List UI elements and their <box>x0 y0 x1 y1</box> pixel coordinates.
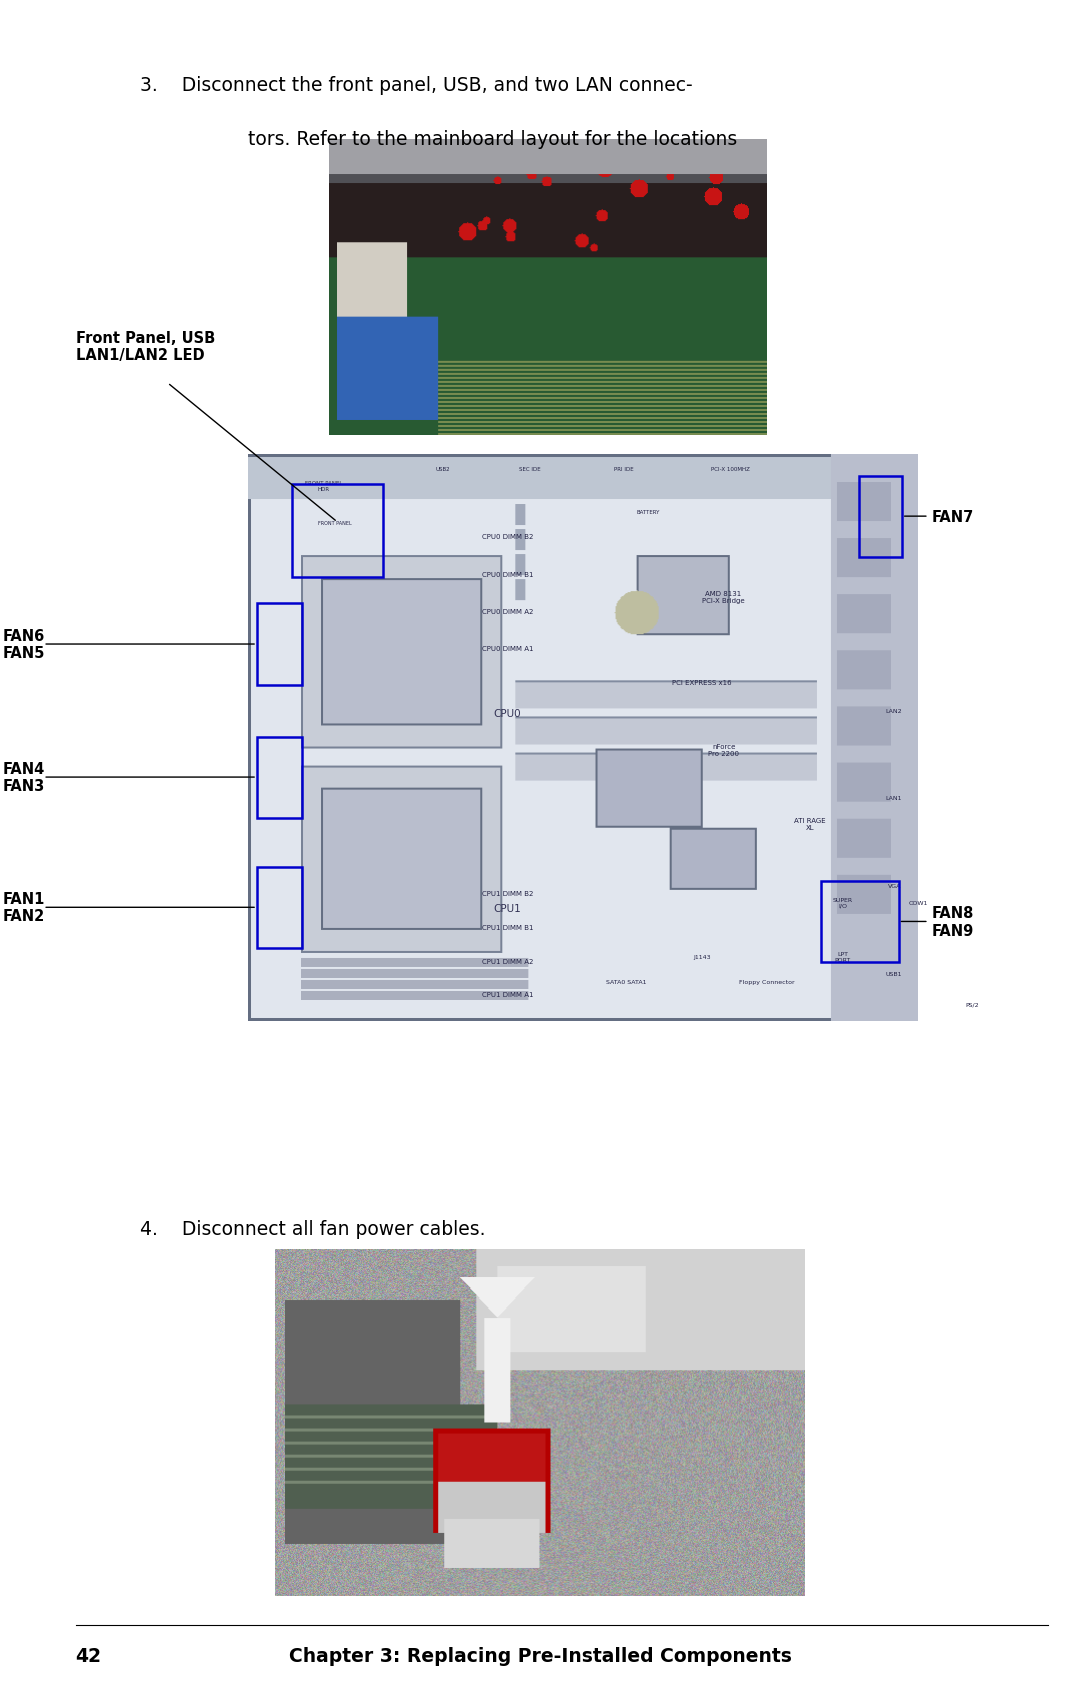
Text: VGA: VGA <box>889 883 902 888</box>
Text: ATI RAGE
XL: ATI RAGE XL <box>794 817 826 831</box>
Text: nForce
Pro 2200: nForce Pro 2200 <box>708 743 739 757</box>
Text: tors. Refer to the mainboard layout for the locations: tors. Refer to the mainboard layout for … <box>248 130 738 149</box>
Text: CPU1: CPU1 <box>494 904 522 914</box>
Text: CPU1 DIMM B1: CPU1 DIMM B1 <box>482 924 534 931</box>
Text: 3.    Disconnect the front panel, USB, and two LAN connec-: 3. Disconnect the front panel, USB, and … <box>140 76 693 95</box>
Text: PS/2: PS/2 <box>966 1002 978 1007</box>
Text: J1143: J1143 <box>693 954 711 959</box>
Text: BATTERY: BATTERY <box>636 510 660 515</box>
Text: AMD 8131
PCI-X Bridge: AMD 8131 PCI-X Bridge <box>702 591 745 605</box>
Text: 42: 42 <box>76 1645 102 1665</box>
Text: SEC IDE: SEC IDE <box>518 468 540 471</box>
Text: Front Panel, USB
LAN1/LAN2 LED: Front Panel, USB LAN1/LAN2 LED <box>76 331 215 363</box>
Bar <box>859 476 902 557</box>
Text: CPU0 DIMM B1: CPU0 DIMM B1 <box>482 571 534 578</box>
Text: LAN2: LAN2 <box>886 708 902 713</box>
Text: CPU0: CPU0 <box>494 709 522 718</box>
Text: USB1: USB1 <box>886 971 902 976</box>
Text: FAN1
FAN2: FAN1 FAN2 <box>2 892 44 924</box>
Bar <box>257 605 302 686</box>
Text: PCI EXPRESS x16: PCI EXPRESS x16 <box>672 679 732 686</box>
Text: CPU0 DIMM B2: CPU0 DIMM B2 <box>482 534 534 540</box>
Text: COW1: COW1 <box>908 900 928 905</box>
Text: FAN6
FAN5: FAN6 FAN5 <box>2 628 44 660</box>
Text: FRONT PANEL: FRONT PANEL <box>318 522 352 525</box>
Text: USB2: USB2 <box>435 468 450 471</box>
Text: FRONT PANEL
HDR: FRONT PANEL HDR <box>306 481 342 491</box>
Text: LAN1: LAN1 <box>886 796 902 801</box>
Text: FAN8
FAN9: FAN8 FAN9 <box>932 905 974 937</box>
Text: FAN4
FAN3: FAN4 FAN3 <box>2 762 44 794</box>
Text: LPT
PORT: LPT PORT <box>834 951 851 963</box>
Text: SATA0 SATA1: SATA0 SATA1 <box>606 980 647 985</box>
Text: CPU1 DIMM B2: CPU1 DIMM B2 <box>482 890 534 897</box>
Text: PCI-X 100MHZ: PCI-X 100MHZ <box>711 468 750 471</box>
Text: 4.    Disconnect all fan power cables.: 4. Disconnect all fan power cables. <box>140 1219 486 1238</box>
Text: CPU1 DIMM A1: CPU1 DIMM A1 <box>482 991 534 998</box>
Bar <box>257 866 302 948</box>
Text: Chapter 3: Replacing Pre-Installed Components: Chapter 3: Replacing Pre-Installed Compo… <box>288 1645 792 1665</box>
Bar <box>292 485 383 578</box>
Text: Floppy Connector: Floppy Connector <box>739 980 795 985</box>
Text: FAN7: FAN7 <box>932 510 974 524</box>
Bar <box>257 736 302 817</box>
Text: SUPER
I/O: SUPER I/O <box>833 897 852 909</box>
Text: CPU0 DIMM A2: CPU0 DIMM A2 <box>482 608 534 615</box>
Bar <box>821 882 899 963</box>
Text: CPU0 DIMM A1: CPU0 DIMM A1 <box>482 645 534 652</box>
Text: CPU1 DIMM A2: CPU1 DIMM A2 <box>482 958 534 964</box>
Text: PRI IDE: PRI IDE <box>613 468 633 471</box>
